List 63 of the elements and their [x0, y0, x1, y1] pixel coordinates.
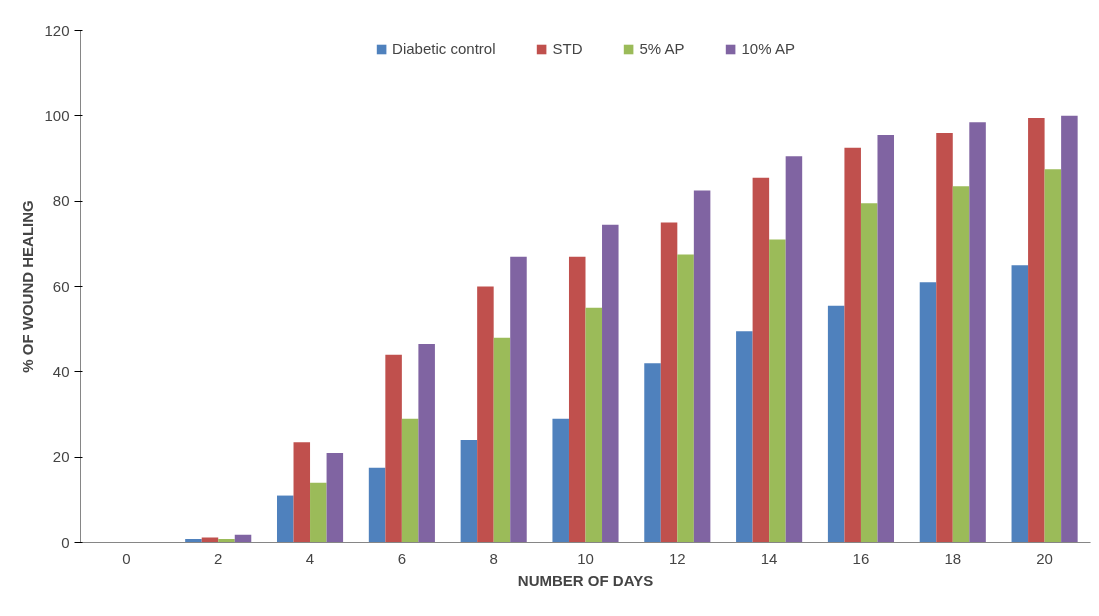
bar	[1011, 265, 1029, 543]
x-tick-label: 10	[577, 549, 594, 567]
bar	[185, 539, 202, 543]
bar	[493, 337, 511, 543]
x-tick-label: 12	[668, 549, 686, 567]
bar	[385, 354, 402, 543]
bar	[401, 418, 419, 543]
x-tick-label: 18	[944, 549, 962, 567]
legend-label: 10% AP	[741, 40, 795, 57]
bar	[368, 467, 386, 543]
y-tick-label: 60	[52, 277, 70, 295]
bar	[1044, 169, 1062, 543]
bar	[644, 363, 661, 543]
x-tick-label: 0	[122, 549, 131, 567]
bar	[1028, 117, 1045, 543]
legend-label: 5% AP	[639, 40, 685, 57]
x-tick-label: 16	[852, 549, 870, 567]
x-tick-label: 8	[489, 549, 498, 567]
bar	[585, 307, 603, 543]
bar	[510, 256, 527, 543]
bar	[1061, 115, 1078, 543]
bar	[418, 344, 435, 543]
bar	[785, 156, 803, 543]
y-tick-label: 100	[44, 106, 70, 124]
bar	[293, 442, 311, 543]
y-axis-title: % OF WOUND HEALING	[19, 200, 37, 373]
legend-label: STD	[552, 40, 583, 57]
x-tick-label: 6	[397, 549, 407, 567]
bar	[552, 418, 569, 543]
bar	[936, 132, 953, 543]
bar	[326, 452, 344, 543]
bar	[827, 305, 845, 543]
x-tick-label: 2	[214, 549, 223, 567]
legend-label: Diabetic control	[392, 40, 496, 57]
x-tick-label: 14	[760, 549, 778, 567]
y-tick-label: 80	[52, 192, 70, 210]
bar	[952, 186, 970, 543]
bar	[276, 495, 294, 543]
bar	[877, 135, 895, 543]
bar	[860, 203, 878, 543]
bar	[310, 482, 327, 543]
bar	[218, 539, 235, 543]
bar	[919, 282, 937, 543]
x-axis-title: NUMBER OF DAYS	[517, 571, 654, 589]
bar	[602, 224, 619, 543]
bar	[568, 256, 586, 543]
bar	[769, 239, 786, 543]
y-tick-label: 120	[44, 21, 70, 39]
y-tick-label: 40	[52, 362, 70, 380]
bar	[477, 286, 494, 543]
y-tick-label: 20	[52, 448, 70, 466]
bar	[736, 331, 753, 543]
x-tick-label: 20	[1036, 549, 1053, 567]
bar	[693, 190, 711, 543]
bar	[460, 440, 478, 543]
bar	[969, 122, 986, 543]
bar	[844, 147, 861, 543]
x-tick-label: 4	[305, 549, 315, 567]
bar	[752, 177, 770, 543]
bar	[201, 537, 219, 543]
bar	[660, 222, 678, 543]
y-tick-label: 0	[61, 533, 70, 551]
bar	[677, 254, 694, 543]
